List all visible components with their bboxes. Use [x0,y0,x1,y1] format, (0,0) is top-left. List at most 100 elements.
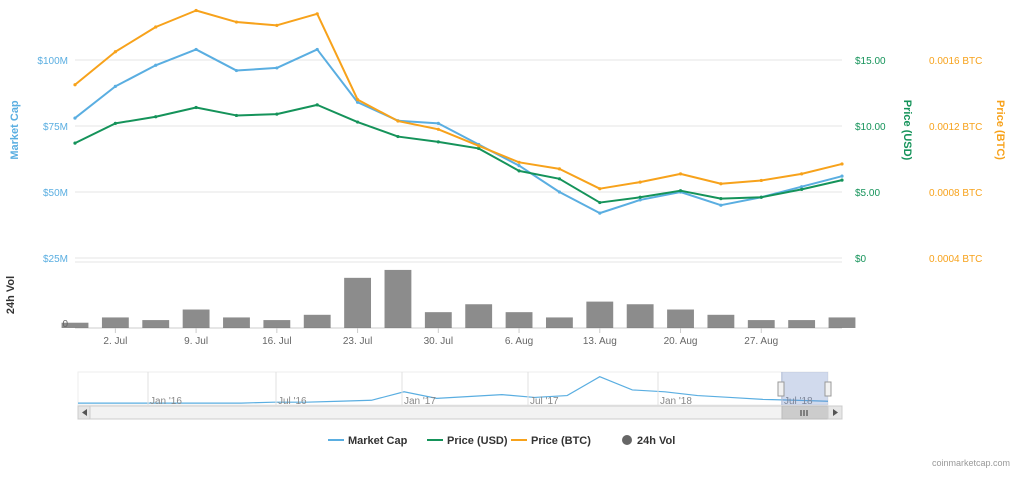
legend-item-label[interactable]: Price (USD) [447,435,508,447]
price-usd-point [598,200,602,205]
x-tick-label: 13. Aug [583,336,617,347]
price-btc-point [355,98,360,102]
volume-bar [586,301,614,328]
x-tick-label: 23. Jul [343,336,372,347]
navigator-date-label: Jul '17 [530,396,559,407]
navigator-frame [77,371,829,406]
price-usd-point [275,112,279,116]
volume-bar [223,317,250,328]
price-usd-point [154,115,158,119]
market-cap-point [800,185,804,189]
scrollbar-track[interactable] [77,405,843,420]
credit-label[interactable]: coinmarketcap.com [932,458,1010,468]
x-tick-label: 6. Aug [505,336,533,347]
price-btc-tick-label: 0.0012 BTC [929,122,982,133]
price-usd-tick-label: $0 [855,254,867,265]
navigator-date-label: Jul '18 [784,396,813,407]
volume-bar [182,309,210,328]
arrow-left-icon [82,409,87,416]
market-cap-point [719,203,723,207]
price-usd-point [557,177,562,181]
volume-bar [263,320,291,328]
price-usd-point [477,146,481,151]
volume-bar [828,317,856,328]
price-usd-point [194,105,198,110]
market-cap-tick-label: $25M [43,254,68,265]
legend-item-label[interactable]: Market Cap [348,435,408,447]
price-btc-tick-label: 0.0008 BTC [929,188,982,199]
x-tick-label: 2. Jul [103,336,127,347]
volume-bar [142,320,170,328]
market-cap-point [355,100,360,104]
price-btc-point [517,160,521,164]
x-tick-label: 9. Jul [184,336,208,347]
volume-bar [545,317,573,328]
x-tick-label: 30. Jul [424,336,453,347]
volume-bar [424,312,452,328]
x-tick-label: 16. Jul [262,336,291,347]
market-cap-tick-label: $50M [43,188,68,199]
price-usd-point [638,195,642,199]
price-usd-point [678,189,683,193]
price-usd-point [800,187,804,191]
price-usd-point [436,140,440,144]
legend-item-label[interactable]: Price (BTC) [531,435,591,447]
arrow-right-icon [833,409,838,416]
price-usd-tick-label: $15.00 [855,56,886,67]
volume-bar [384,269,412,328]
market-cap-point [436,121,440,125]
price-btc-point [598,187,602,191]
price-usd-line [74,103,843,204]
market-cap-axis-title: Market Cap [9,100,21,160]
price-usd-point [840,178,844,182]
volume-bar [747,320,775,328]
volume-bar [61,322,89,328]
navigator-selection[interactable] [781,372,828,405]
price-btc-point [638,180,642,184]
price-btc-point [113,50,117,54]
volume-bar [788,320,816,328]
navigator-date-label: Jan '18 [660,396,692,407]
price-btc-point [800,172,804,176]
market-cap-tick-label: $75M [43,122,68,133]
price-btc-point [154,25,158,29]
price-btc-point [557,167,562,171]
volume-bar [667,309,694,328]
x-tick-label: 20. Aug [664,336,698,347]
navigator-handle-right[interactable] [824,381,832,397]
market-cap-point [154,63,158,67]
legend-swatch-circle[interactable] [622,435,632,445]
legend-item-label[interactable]: 24h Vol [637,435,675,447]
market-cap-point [638,198,642,202]
price-usd-tick-label: $5.00 [855,188,880,199]
market-cap-point [113,84,117,88]
market-cap-point [840,174,844,178]
price-btc-point [315,12,319,16]
navigator-date-label: Jan '16 [150,396,182,407]
navigator-date-label: Jan '17 [404,396,436,407]
price-usd-axis-title: Price (USD) [901,100,913,161]
volume-bar [303,314,331,328]
volume-axis-title: 24h Vol [5,276,17,314]
price-btc-point [275,23,279,27]
price-usd-point [73,141,77,145]
price-btc-point [73,83,77,87]
price-usd-point [113,121,117,125]
price-usd-point [517,169,521,173]
volume-bar [626,304,654,328]
market-cap-point [315,47,319,52]
scrollbar-thumb[interactable] [781,405,829,420]
navigator-handle-left[interactable] [777,381,785,397]
price-usd-point [234,113,239,118]
price-btc-point [194,8,198,13]
volume-bar [465,304,493,328]
price-usd-point [719,197,723,201]
market-cap-point [598,211,602,215]
navigator-date-label: Jul '16 [278,396,307,407]
price-usd-tick-label: $10.00 [855,122,886,133]
volume-bar [505,312,533,328]
price-btc-axis-title: Price (BTC) [994,100,1006,160]
price-usd-point [355,120,360,124]
